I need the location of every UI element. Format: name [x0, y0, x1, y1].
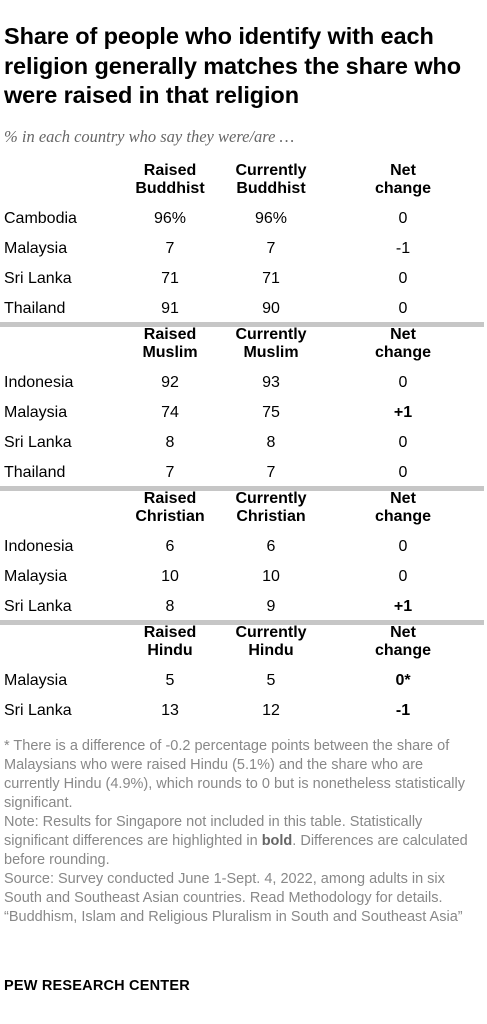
net-change-value: 0 [398, 300, 408, 317]
country-label: Malaysia [4, 672, 68, 689]
country-label: Cambodia [4, 210, 77, 227]
chart-title: Share of people who identify with each r… [4, 23, 462, 108]
column-header: Currently Muslim [235, 326, 307, 361]
footnote: * There is a difference of -0.2 percenta… [4, 738, 465, 811]
net-change-value: 0* [395, 672, 411, 689]
source: Source: Survey conducted June 1-Sept. 4,… [4, 871, 445, 906]
country-label: Thailand [4, 464, 66, 481]
note-bold-word: bold [261, 833, 293, 849]
net-change-value: +1 [393, 404, 413, 421]
currently-value: 7 [266, 240, 276, 257]
table-row: Cambodia 96% 96% 0 [0, 209, 487, 239]
raised-value: 96% [153, 210, 187, 227]
org-name: PEW RESEARCH CENTER [4, 978, 190, 994]
raised-value: 74 [161, 404, 179, 421]
raised-value: 7 [165, 464, 175, 481]
currently-value: 6 [266, 538, 276, 555]
raised-value: 6 [165, 538, 175, 555]
table-row: Sri Lanka 13 12 -1 [0, 701, 487, 731]
net-change-value: 0 [398, 374, 408, 391]
column-header: Net change [374, 326, 431, 361]
currently-value: 7 [266, 464, 276, 481]
table-row: Indonesia 6 6 0 [0, 537, 487, 567]
table-row: Sri Lanka 71 71 0 [0, 269, 487, 299]
raised-value: 13 [161, 702, 179, 719]
column-header: Raised Muslim [142, 326, 198, 361]
currently-value: 5 [266, 672, 276, 689]
column-header: Raised Buddhist [135, 162, 205, 197]
currently-value: 93 [262, 374, 280, 391]
net-change-value: 0 [398, 210, 408, 227]
table-row: Malaysia 5 5 0* [0, 671, 487, 701]
currently-value: 8 [266, 434, 276, 451]
column-header: Net change [374, 490, 431, 525]
note-text-end: . Differences are calculated before roun… [4, 833, 468, 868]
net-change-value: 0 [398, 434, 408, 451]
currently-value: 12 [262, 702, 280, 719]
country-label: Thailand [4, 300, 66, 317]
country-label: Indonesia [4, 374, 74, 391]
country-label: Sri Lanka [4, 598, 72, 615]
table-row: Malaysia 74 75 +1 [0, 403, 487, 433]
table-row: Malaysia 7 7 -1 [0, 239, 487, 269]
net-change-value: +1 [393, 598, 413, 615]
country-label: Indonesia [4, 538, 74, 555]
table-row: Indonesia 92 93 0 [0, 373, 487, 403]
table-row: Thailand 7 7 0 [0, 463, 487, 493]
currently-value: 96% [254, 210, 288, 227]
column-header: Net change [374, 162, 431, 197]
country-label: Sri Lanka [4, 434, 72, 451]
raised-value: 71 [161, 270, 179, 287]
net-change-value: 0 [398, 270, 408, 287]
country-label: Sri Lanka [4, 702, 72, 719]
raised-value: 91 [161, 300, 179, 317]
column-header: Raised Christian [135, 490, 205, 525]
raised-value: 7 [165, 240, 175, 257]
column-header: Net change [374, 624, 431, 659]
raised-value: 8 [165, 598, 175, 615]
chart-subtitle: % in each country who say they were/are … [4, 127, 295, 146]
currently-value: 9 [266, 598, 276, 615]
table-row: Thailand 91 90 0 [0, 299, 487, 329]
currently-value: 10 [262, 568, 280, 585]
net-change-value: -1 [395, 702, 411, 719]
raised-value: 5 [165, 672, 175, 689]
column-header: Currently Christian [235, 490, 307, 525]
country-label: Malaysia [4, 568, 68, 585]
currently-value: 71 [262, 270, 280, 287]
country-label: Malaysia [4, 404, 68, 421]
currently-value: 75 [262, 404, 280, 421]
note: Note: Results for Singapore not included… [4, 813, 482, 870]
raised-value: 10 [161, 568, 179, 585]
table-row: Sri Lanka 8 9 +1 [0, 597, 487, 627]
table-row: Sri Lanka 8 8 0 [0, 433, 487, 463]
table-row: Malaysia 10 10 0 [0, 567, 487, 597]
currently-value: 90 [262, 300, 280, 317]
net-change-value: -1 [395, 240, 411, 257]
column-header: Raised Hindu [143, 624, 197, 659]
column-header: Currently Hindu [235, 624, 307, 659]
country-label: Sri Lanka [4, 270, 72, 287]
section-separator [0, 620, 484, 625]
raised-value: 92 [161, 374, 179, 391]
country-label: Malaysia [4, 240, 68, 257]
net-change-value: 0 [398, 568, 408, 585]
note-text: Note: Results for Singapore not included… [4, 814, 423, 849]
raised-value: 8 [165, 434, 175, 451]
notes-block: * There is a difference of -0.2 percenta… [4, 737, 482, 927]
report-title: “Buddhism, Islam and Religious Pluralism… [4, 909, 463, 925]
section-separator [0, 486, 484, 491]
column-header: Currently Buddhist [235, 162, 307, 197]
net-change-value: 0 [398, 538, 408, 555]
section-separator [0, 322, 484, 327]
net-change-value: 0 [398, 464, 408, 481]
